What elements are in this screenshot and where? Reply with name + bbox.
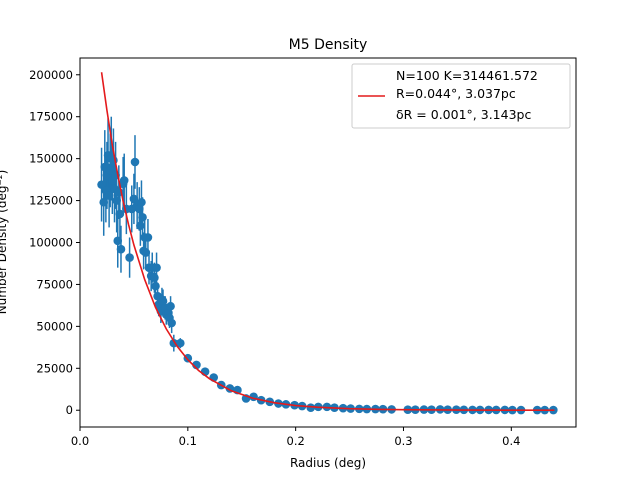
data-point (135, 204, 144, 214)
data-point (105, 166, 115, 175)
data-point (113, 236, 123, 246)
y-tick-label: 75000 (36, 277, 73, 291)
data-point (115, 209, 125, 219)
y-tick-label: 125000 (29, 194, 73, 208)
data-point (143, 233, 153, 242)
data-point (119, 176, 129, 185)
data-point (151, 281, 160, 291)
y-tick-label: 200000 (29, 68, 73, 82)
data-point (137, 197, 146, 207)
data-point (99, 197, 109, 207)
plot-layer (97, 72, 558, 415)
x-axis-ticks: 0.0 0.1 0.2 0.3 0.4 (71, 427, 520, 448)
data-point (97, 180, 106, 189)
data-point (112, 196, 121, 205)
y-tick-label: 50000 (36, 319, 73, 333)
data-point (125, 253, 134, 262)
data-point (166, 301, 175, 311)
legend-line-2: R=0.044°, 3.037pc (396, 86, 516, 101)
data-point (104, 191, 114, 200)
x-tick-label: 0.1 (179, 434, 197, 448)
data-point (116, 244, 126, 254)
x-tick-label: 0.2 (287, 434, 305, 448)
data-point (130, 157, 140, 167)
data-point (150, 273, 159, 283)
y-tick-label: 25000 (36, 361, 73, 375)
x-axis-label: Radius (deg) (290, 456, 366, 470)
y-axis-ticks: 0 25000 50000 75000 100000 125000 150000 175000… (29, 68, 80, 417)
y-tick-label: 0 (66, 403, 73, 417)
x-tick-label: 0.4 (502, 434, 520, 448)
y-tick-label: 175000 (29, 110, 73, 124)
data-point (141, 248, 151, 257)
data-point (136, 221, 145, 231)
data-point (138, 213, 147, 222)
data-point (152, 263, 161, 272)
legend-box (351, 63, 571, 129)
data-point (129, 194, 139, 204)
legend-line-3: δR = 0.001°, 3.143pc (396, 107, 531, 122)
y-tick-label: 150000 (29, 152, 73, 166)
y-axis-label: Number Density (deg⁻²) (0, 170, 9, 315)
legend-line-1: N=100 K=314461.572 (396, 68, 538, 83)
x-tick-label: 0.3 (394, 434, 412, 448)
y-tick-label: 100000 (29, 236, 73, 250)
data-point (158, 296, 168, 306)
fit-line (100, 72, 555, 412)
data-point (306, 403, 316, 413)
data-point (167, 318, 176, 328)
data-point (175, 338, 185, 348)
chart-title: M5 Density (289, 37, 368, 53)
x-tick-label: 0.0 (71, 434, 89, 448)
legend: N=100 K=314461.572 R=0.044°, 3.037pc δR … (351, 63, 571, 129)
